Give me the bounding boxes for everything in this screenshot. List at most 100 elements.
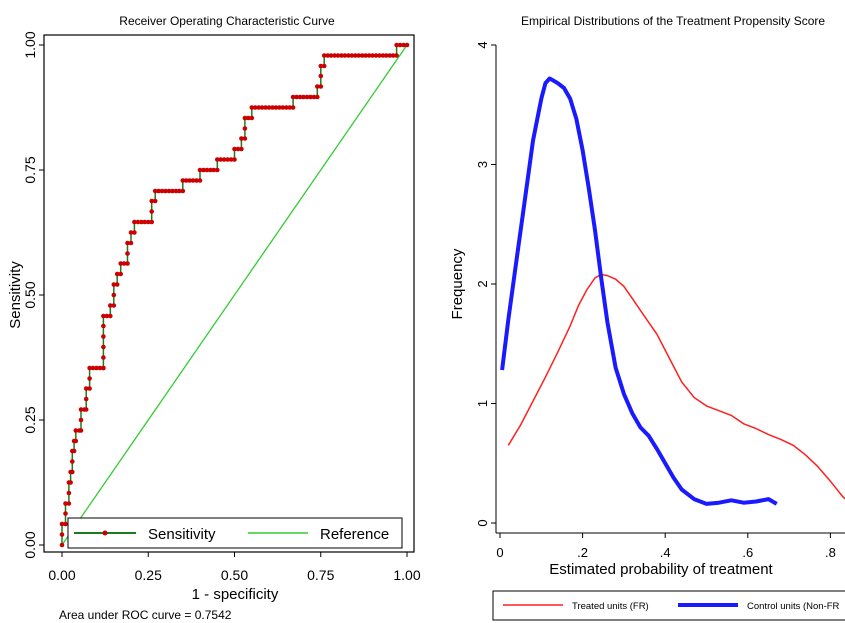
- roc-sensitivity-point: [70, 469, 75, 475]
- roc-sensitivity-point: [211, 167, 217, 173]
- roc-y-tick-label: 0.75: [22, 156, 38, 183]
- roc-sensitivity-point: [339, 53, 344, 58]
- roc-sensitivity-point: [63, 521, 68, 527]
- propensity-y-axis-label: Frequency: [449, 248, 466, 319]
- propensity-y-tick-label: 4: [475, 41, 490, 48]
- roc-sensitivity-point: [132, 230, 137, 235]
- roc-sensitivity-point: [132, 219, 137, 225]
- roc-sensitivity-point: [208, 167, 213, 173]
- roc-sensitivity-point: [321, 63, 327, 69]
- roc-sensitivity-point: [78, 417, 84, 423]
- propensity-y-tick-label: 0: [475, 519, 490, 526]
- roc-sensitivity-point: [277, 105, 282, 110]
- roc-sensitivity-point: [101, 313, 106, 319]
- roc-sensitivity-point: [166, 188, 172, 194]
- roc-sensitivity-point: [121, 261, 127, 266]
- roc-sensitivity-point: [59, 532, 65, 537]
- roc-sensitivity-point: [373, 53, 379, 58]
- propensity-x-tick-label: .8: [825, 545, 836, 560]
- roc-sensitivity-point: [163, 188, 168, 194]
- roc-sensitivity-point: [390, 53, 396, 58]
- roc-sensitivity-point: [101, 365, 106, 371]
- roc-sensitivity-point: [83, 386, 89, 391]
- roc-sensitivity-point: [280, 105, 286, 110]
- roc-sensitivity-point: [232, 146, 237, 152]
- roc-y-tick-label: 0.50: [22, 281, 38, 308]
- roc-sensitivity-point: [249, 105, 255, 110]
- roc-sensitivity-point: [73, 428, 79, 433]
- roc-sensitivity-point: [328, 53, 334, 58]
- roc-sensitivity-point: [142, 219, 148, 225]
- roc-sensitivity-point: [301, 94, 306, 100]
- roc-sensitivity-point: [290, 94, 296, 100]
- roc-sensitivity-point: [294, 94, 299, 100]
- roc-sensitivity-point: [180, 188, 186, 194]
- roc-sensitivity-point: [287, 105, 293, 110]
- roc-sensitivity-point: [239, 136, 244, 141]
- roc-sensitivity-point: [377, 53, 382, 58]
- roc-sensitivity-point: [397, 42, 403, 48]
- propensity-x-tick-label: .6: [742, 545, 753, 560]
- propensity-chart: Empirical Distributions of the Treatment…: [449, 14, 845, 621]
- propensity-x-tick-label: .4: [660, 545, 671, 560]
- roc-sensitivity-point: [66, 490, 72, 496]
- propensity-legend-treated-label: Treated units (FR): [572, 601, 649, 612]
- roc-title: Receiver Operating Characteristic Curve: [119, 14, 335, 28]
- roc-sensitivity-point: [114, 271, 120, 277]
- roc-sensitivity-point: [190, 178, 196, 183]
- roc-sensitivity-point: [135, 219, 141, 225]
- roc-sensitivity-point: [384, 53, 389, 58]
- roc-sensitivity-point: [273, 105, 279, 110]
- roc-x-tick-label: 0.25: [135, 567, 162, 583]
- roc-sensitivity-point: [118, 261, 123, 266]
- roc-sensitivity-point: [59, 521, 65, 527]
- roc-x-axis-label: 1 - specificity: [192, 586, 279, 603]
- roc-sensitivity-point: [266, 105, 272, 110]
- roc-sensitivity-point: [108, 303, 113, 308]
- roc-sensitivity-point: [387, 53, 393, 58]
- roc-sensitivity-point: [242, 115, 248, 121]
- roc-sensitivity-point: [256, 105, 262, 110]
- propensity-legend: Treated units (FR) Control units (Non-FR: [492, 590, 845, 621]
- roc-sensitivity-point: [149, 219, 154, 225]
- roc-sensitivity-point: [380, 53, 386, 58]
- roc-x-tick-label: 0.50: [221, 567, 248, 583]
- roc-sensitivity-point: [87, 376, 92, 381]
- propensity-y-tick-label: 2: [475, 280, 490, 287]
- roc-sensitivity-point: [128, 230, 134, 235]
- propensity-x-axis-label: Estimated probability of treatment: [549, 561, 773, 578]
- roc-sensitivity-point: [149, 209, 154, 214]
- propensity-title: Empirical Distributions of the Treatment…: [521, 14, 825, 28]
- roc-auc-note: Area under ROC curve = 0.7542: [59, 608, 232, 622]
- roc-sensitivity-point: [128, 240, 134, 246]
- roc-sensitivity-point: [197, 167, 203, 173]
- roc-sensitivity-point: [152, 188, 158, 194]
- roc-legend-sensitivity-marker: [102, 530, 108, 536]
- roc-sensitivity-point: [318, 84, 324, 89]
- roc-sensitivity-point: [401, 42, 406, 48]
- roc-sensitivity-point: [66, 501, 72, 506]
- roc-sensitivity-point: [108, 313, 113, 319]
- roc-sensitivity-point: [183, 178, 189, 183]
- propensity-y-tick-label: 1: [475, 400, 490, 407]
- roc-sensitivity-point: [225, 157, 230, 162]
- roc-sensitivity-point: [83, 396, 89, 402]
- roc-sensitivity-point: [308, 94, 313, 100]
- roc-sensitivity-point: [101, 334, 106, 339]
- roc-sensitivity-point: [263, 105, 268, 110]
- roc-sensitivity-point: [101, 323, 106, 329]
- roc-sensitivity-point: [63, 501, 68, 506]
- roc-sensitivity-point: [125, 240, 130, 246]
- roc-sensitivity-point: [215, 157, 220, 162]
- roc-x-tick-label: 0.75: [307, 567, 334, 583]
- propensity-y-tick-label: 3: [475, 161, 490, 168]
- roc-sensitivity-point: [111, 292, 117, 298]
- roc-sensitivity-point: [111, 282, 117, 287]
- roc-sensitivity-point: [284, 105, 289, 110]
- roc-legend-sensitivity-label: Sensitivity: [148, 526, 216, 543]
- roc-sensitivity-point: [111, 303, 117, 308]
- roc-y-tick-label: 0.00: [22, 531, 38, 558]
- roc-x-tick-label: 0.00: [48, 567, 75, 583]
- roc-sensitivity-point: [73, 438, 79, 444]
- roc-sensitivity-point: [325, 53, 331, 58]
